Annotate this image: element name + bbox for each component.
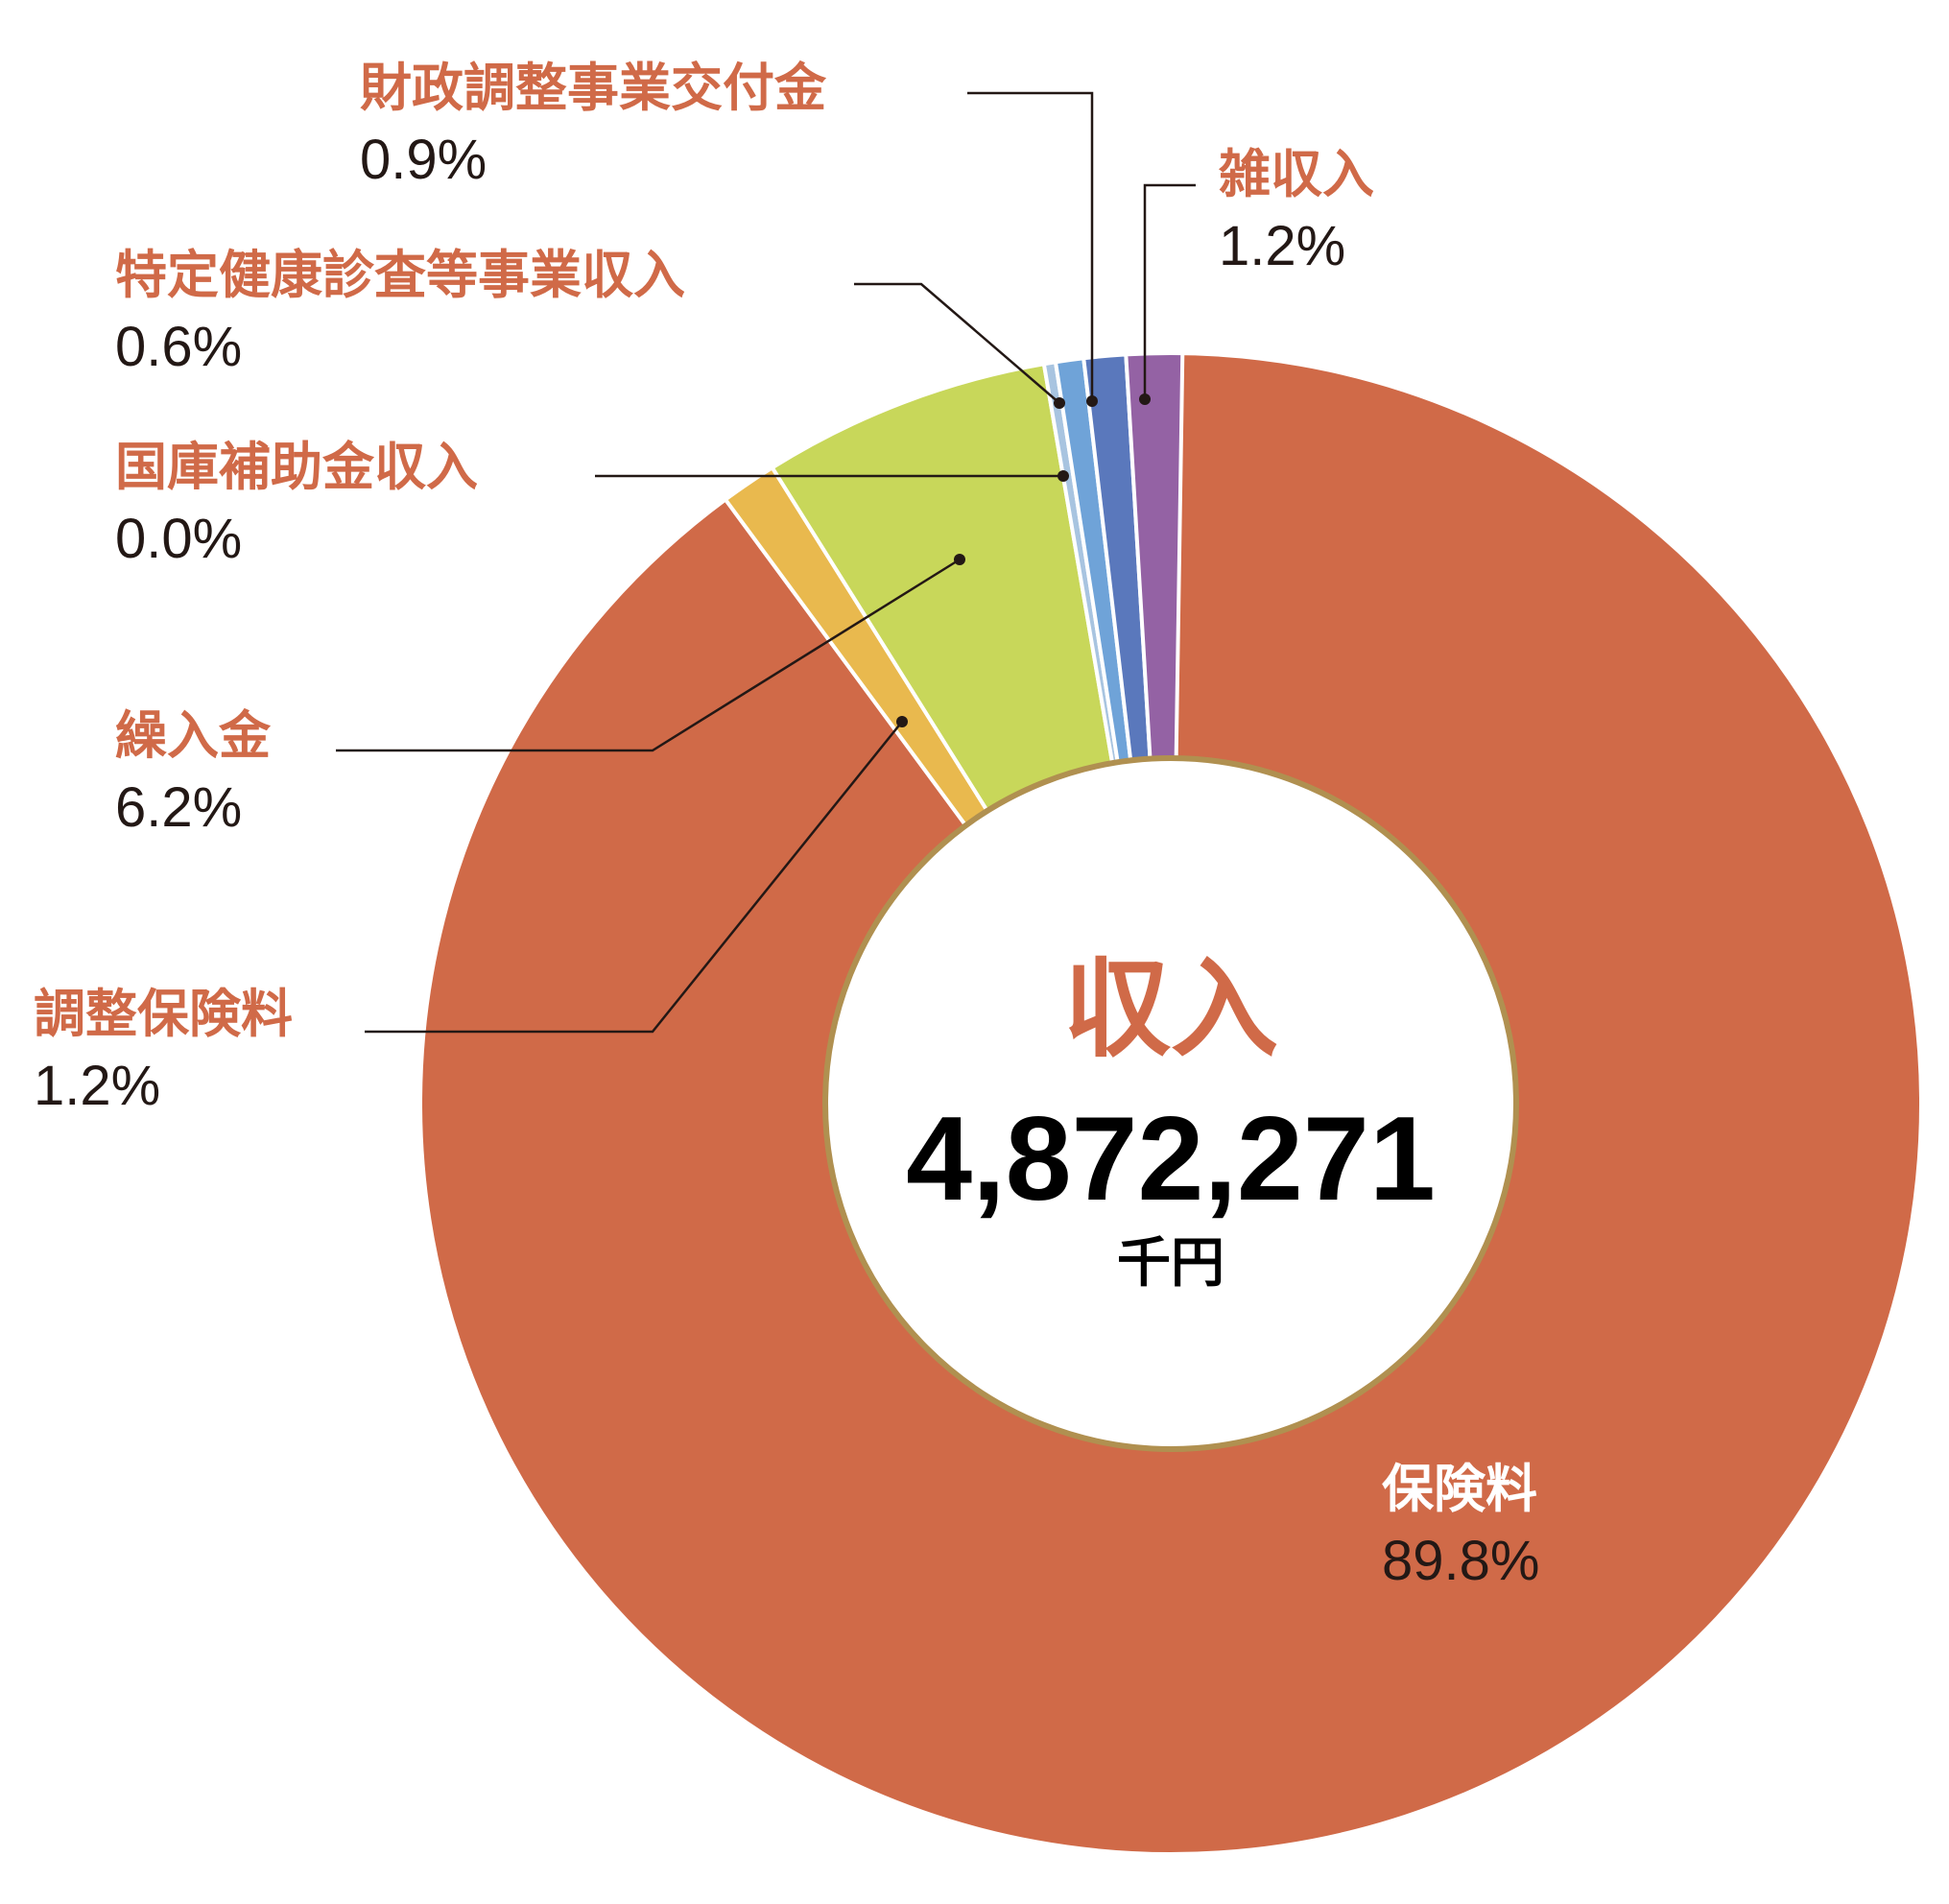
leader-lines-group (336, 91, 1196, 1034)
label-percent-zaisei: 0.9% (360, 129, 487, 191)
center-unit: 千円 (1117, 1232, 1224, 1295)
label-name-kuriire: 繰入金 (115, 705, 272, 766)
leader-dot-zatsu (1139, 393, 1151, 405)
label-name-zaisei: 財政調整事業交付金 (360, 58, 827, 118)
leader-line-tokutei (854, 282, 1060, 404)
center-title: 収入 (1063, 947, 1278, 1072)
label-name-kokko: 国庫補助金収入 (115, 437, 478, 497)
label-name-hokenryo: 保険料 (1382, 1459, 1537, 1519)
label-name-chosei: 調整保険料 (34, 984, 293, 1044)
label-percent-tokutei: 0.6% (115, 316, 242, 378)
leader-line-chosei (365, 721, 903, 1034)
label-percent-zatsu: 1.2% (1219, 215, 1345, 277)
leader-dot-kuriire (954, 554, 965, 565)
label-percent-chosei: 1.2% (34, 1055, 160, 1117)
leader-line-zaisei (967, 91, 1094, 401)
leader-line-zatsu (1143, 183, 1196, 399)
leader-dot-tokutei (1054, 397, 1065, 409)
leader-dot-kokko (1058, 470, 1069, 482)
label-percent-hokenryo: 89.8% (1382, 1530, 1539, 1592)
center-hole (822, 755, 1519, 1452)
leader-dot-chosei (896, 716, 908, 727)
label-name-zatsu: 雑収入 (1218, 144, 1374, 204)
labels-group: 保険料 89.8% 調整保険料 1.2% 繰入金 6.2% 国庫補助金収入 0.0% 特定健康診… (34, 58, 1539, 1592)
leader-line-kuriire (336, 558, 961, 752)
label-percent-kokko: 0.0% (115, 508, 242, 570)
label-percent-kuriire: 6.2% (115, 776, 242, 839)
label-name-tokutei: 特定健康診査等事業収入 (115, 245, 685, 305)
center-total-value: 4,872,271 (906, 1093, 1436, 1226)
leader-dot-zaisei (1086, 395, 1098, 407)
